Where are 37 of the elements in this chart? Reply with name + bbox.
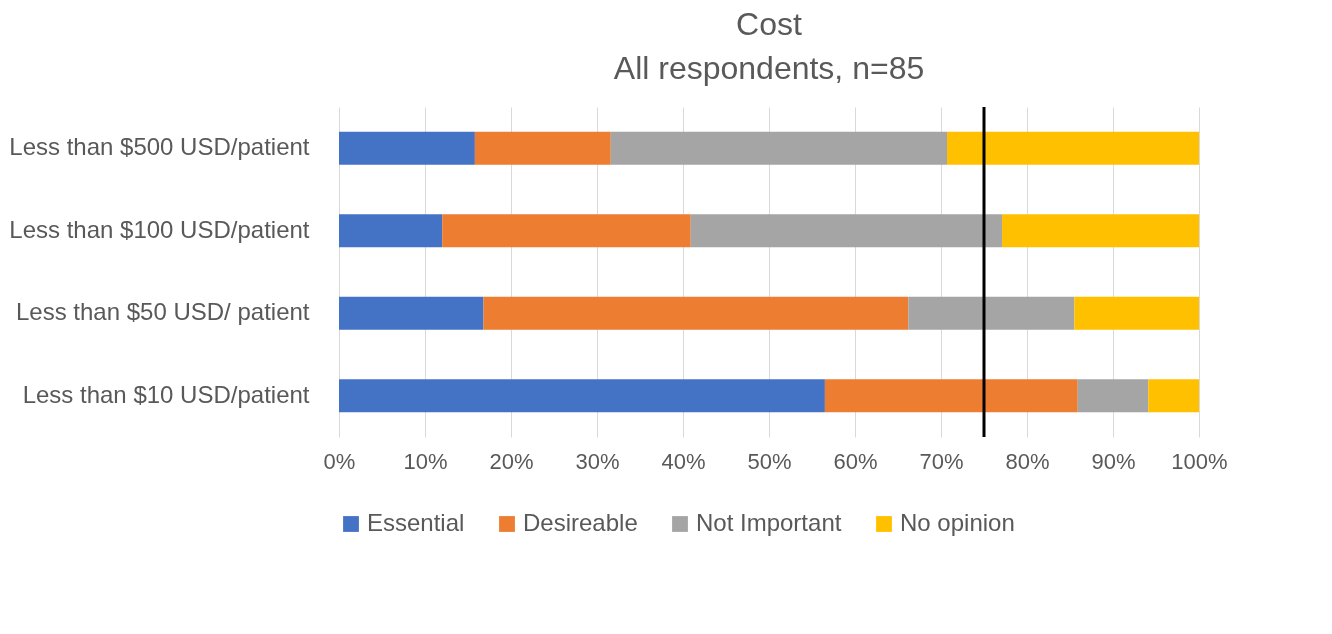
bar bbox=[474, 131, 611, 165]
x-tick-label: 10% bbox=[403, 448, 448, 474]
x-tick-label: 100% bbox=[1171, 448, 1228, 474]
legend-label: No opinion bbox=[900, 509, 1015, 536]
legend-label: Desireable bbox=[523, 509, 638, 536]
legend-label: Not Important bbox=[696, 509, 842, 536]
bar bbox=[690, 214, 1003, 248]
chart-title: Cost bbox=[736, 5, 803, 42]
x-tick-label: 40% bbox=[661, 448, 706, 474]
bar bbox=[339, 131, 475, 165]
bar bbox=[908, 296, 1075, 330]
x-tick-label: 50% bbox=[747, 448, 792, 474]
bar bbox=[483, 296, 909, 330]
x-tick-label: 60% bbox=[833, 448, 878, 474]
bar bbox=[339, 296, 484, 330]
x-tick-label: 70% bbox=[919, 448, 964, 474]
bar bbox=[824, 379, 1078, 413]
chart-subtitle: All respondents, n=85 bbox=[613, 49, 925, 86]
bar bbox=[947, 131, 1199, 165]
bar bbox=[442, 214, 691, 248]
y-tick-label: Less than $500 USD/patient bbox=[9, 133, 310, 161]
y-tick-label: Less than $100 USD/patient bbox=[9, 215, 310, 243]
legend-label: Essential bbox=[367, 509, 465, 536]
bar bbox=[1077, 379, 1149, 413]
x-tick-label: 30% bbox=[575, 448, 620, 474]
x-tick-label: 20% bbox=[489, 448, 534, 474]
x-tick-label: 0% bbox=[323, 448, 356, 474]
bar bbox=[339, 214, 443, 248]
x-tick-label: 90% bbox=[1091, 448, 1136, 474]
x-tick-label: 80% bbox=[1005, 448, 1050, 474]
bar bbox=[1074, 296, 1199, 330]
bar bbox=[1002, 214, 1199, 248]
y-tick-label: Less than $50 USD/ patient bbox=[15, 298, 310, 326]
bar bbox=[1148, 379, 1199, 413]
y-tick-label: Less than $10 USD/patient bbox=[22, 380, 310, 408]
bar bbox=[610, 131, 948, 165]
bar bbox=[339, 379, 825, 413]
